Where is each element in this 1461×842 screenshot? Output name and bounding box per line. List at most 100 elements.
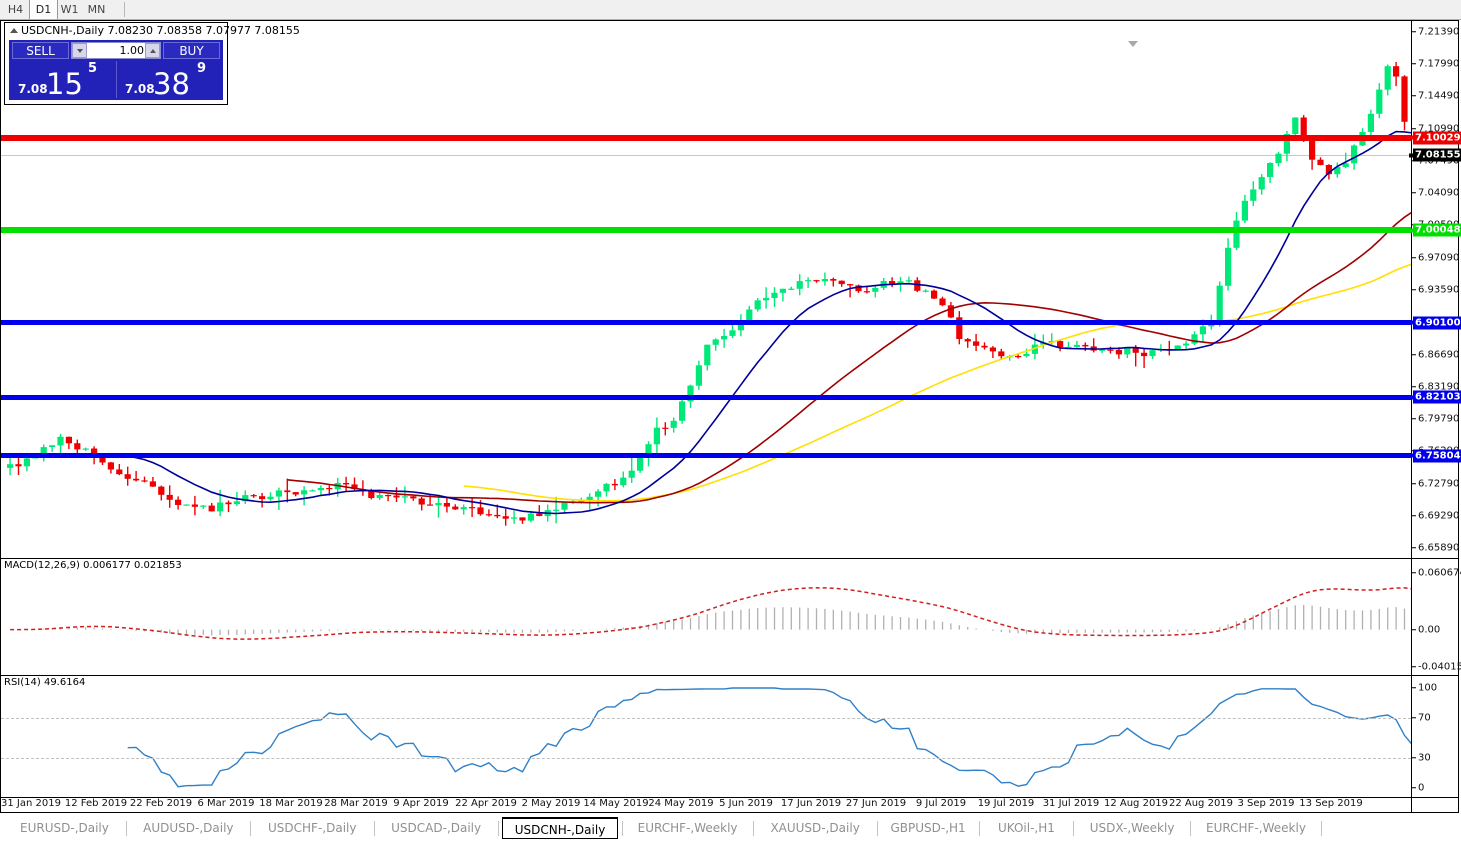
- buy-button[interactable]: BUY: [163, 42, 220, 59]
- date-axis: 31 Jan 2019 12 Feb 2019 22 Feb 2019 6 Mar 2…: [1, 798, 1411, 812]
- level-price-tag: 6.90100: [1409, 316, 1461, 330]
- price-tick: 7.10990: [1412, 123, 1459, 135]
- price-tick: 6.79790: [1412, 413, 1459, 425]
- price-tick: 7.21390: [1412, 26, 1459, 38]
- timeframe-bar: H4 D1 W1 MN: [0, 0, 1461, 20]
- chart-window: MACD(12,26,9) 0.006177 0.021853 RSI(14) …: [0, 20, 1461, 813]
- sell-price-prefix: 7.08: [18, 82, 48, 96]
- date-label: 9 Jul 2019: [915, 798, 967, 809]
- date-label: 9 Apr 2019: [393, 798, 449, 809]
- buy-price-big: 38: [153, 67, 190, 101]
- price-tick: 6.86690: [1412, 349, 1459, 361]
- chart-tab-xauusd-daily[interactable]: XAUUSD-,Daily: [770, 821, 860, 835]
- tab-divider: [978, 821, 980, 836]
- tab-divider: [876, 821, 878, 836]
- level-price-tag: 7.10029: [1409, 131, 1461, 145]
- timeframe-tab-h4[interactable]: H4: [7, 3, 24, 16]
- level-line-6.82103[interactable]: [1, 394, 1411, 400]
- date-label: 24 May 2019: [648, 798, 714, 809]
- chart-tab-usdcad-daily[interactable]: USDCAD-,Daily: [391, 821, 482, 835]
- level-line-6.90100[interactable]: [1, 320, 1411, 326]
- rsi-level-30: [1, 758, 1411, 759]
- tab-divider: [125, 821, 127, 836]
- chart-tab-ukoil-h1[interactable]: UKOil-,H1: [997, 821, 1055, 835]
- date-label: 19 Jul 2019: [977, 798, 1035, 809]
- chart-tab-gbpusd-h1[interactable]: GBPUSD-,H1: [890, 821, 966, 835]
- date-label: 2 May 2019: [521, 798, 581, 809]
- volume-decrement-button[interactable]: [72, 43, 87, 58]
- timeframe-tab-mn[interactable]: MN: [87, 3, 106, 16]
- date-label: 27 Jun 2019: [845, 798, 907, 809]
- chart-tab-usdchf-daily[interactable]: USDCHF-,Daily: [268, 821, 357, 835]
- price-tick: 6.93590: [1412, 285, 1459, 297]
- chart-tab-eurchf-weekly[interactable]: EURCHF-,Weekly: [1206, 821, 1306, 835]
- date-label: 5 Jun 2019: [719, 798, 773, 809]
- date-label: 31 Jan 2019: [1, 798, 61, 809]
- date-label: 31 Jul 2019: [1042, 798, 1100, 809]
- price-pane[interactable]: [1, 21, 1411, 559]
- macd-tick: 0.060674: [1412, 567, 1461, 579]
- toolbar-divider: [124, 2, 125, 17]
- sell-price-quote[interactable]: 7.08 15 5: [12, 61, 117, 101]
- price-scale[interactable]: 7.213907.179907.144907.109907.074907.040…: [1409, 21, 1461, 812]
- level-line-7.10029[interactable]: [1, 134, 1411, 141]
- chart-tab-audusd-daily[interactable]: AUDUSD-,Daily: [143, 821, 234, 835]
- date-label: 12 Aug 2019: [1103, 798, 1169, 809]
- price-scale-main: 7.213907.179907.144907.109907.074907.040…: [1409, 21, 1461, 559]
- chart-tab-bar: EURUSD-,Daily AUDUSD-,Daily USDCHF-,Daily U…: [0, 815, 1461, 842]
- macd-caption: MACD(12,26,9) 0.006177 0.021853: [4, 560, 182, 571]
- macd-tick: -0.040152: [1412, 661, 1461, 673]
- sell-button[interactable]: SELL: [12, 42, 69, 59]
- date-label: 3 Sep 2019: [1237, 798, 1295, 809]
- rsi-pane[interactable]: RSI(14) 49.6164: [1, 676, 1411, 798]
- tab-divider: [497, 821, 499, 836]
- timeframe-tab-w1[interactable]: W1: [60, 3, 79, 16]
- volume-increment-button[interactable]: [145, 43, 160, 58]
- chart-tab-usdcnh-daily[interactable]: USDCNH-,Daily: [501, 817, 619, 839]
- tab-divider: [1189, 821, 1191, 836]
- current-price-tag: 7.08155: [1409, 148, 1461, 162]
- price-scale-rsi: 100 70 30 0: [1412, 676, 1459, 798]
- rsi-series: [127, 687, 1411, 788]
- timeframe-tab-d1[interactable]: D1: [29, 0, 58, 19]
- date-label: 18 Mar 2019: [259, 798, 323, 809]
- volume-input[interactable]: 1.00: [71, 42, 161, 59]
- macd-pane[interactable]: MACD(12,26,9) 0.006177 0.021853: [1, 559, 1411, 676]
- rsi-caption: RSI(14) 49.6164: [4, 677, 86, 688]
- symbol-ohlc-label: USDCNH-,Daily 7.08230 7.08358 7.07977 7.…: [21, 24, 300, 37]
- date-label: 28 Mar 2019: [324, 798, 388, 809]
- price-scale-macd: 0.060674 0.00 -0.040152: [1412, 559, 1461, 676]
- chart-tab-eurchf-weekly[interactable]: EURCHF-,Weekly: [637, 821, 738, 835]
- buy-price-quote[interactable]: 7.08 38 9: [119, 61, 220, 101]
- price-tick: 7.17990: [1412, 58, 1459, 70]
- price-tick: 6.65890: [1412, 542, 1459, 554]
- level-line-7.00048[interactable]: [1, 227, 1411, 234]
- chevron-up-icon: [149, 48, 156, 53]
- rsi-tick: 0: [1412, 782, 1424, 794]
- macd-series: [10, 587, 1411, 640]
- chevron-down-icon: [76, 48, 83, 53]
- date-label: 22 Apr 2019: [455, 798, 517, 809]
- buy-price-fraction: 9: [197, 61, 207, 76]
- tab-divider: [373, 821, 375, 836]
- chart-tab-usdx-weekly[interactable]: USDX-,Weekly: [1089, 821, 1175, 835]
- date-label: 22 Aug 2019: [1168, 798, 1234, 809]
- collapse-triangle-icon[interactable]: [10, 28, 18, 33]
- level-line-6.75804[interactable]: [1, 453, 1411, 459]
- rsi-tick: 30: [1412, 752, 1431, 764]
- one-click-trading-panel[interactable]: USDCNH-,Daily 7.08230 7.08358 7.07977 7.…: [4, 22, 300, 105]
- rsi-level-70: [1, 718, 1411, 719]
- date-label: 12 Feb 2019: [64, 798, 128, 809]
- price-tick: 6.97090: [1412, 252, 1459, 264]
- trading-panel-body: SELL 1.00 BUY 7.08 15 5 7.08 38 9: [9, 40, 223, 100]
- chart-tab-eurusd-daily[interactable]: EURUSD-,Daily: [20, 821, 109, 835]
- buy-price-prefix: 7.08: [125, 82, 155, 96]
- tab-divider: [621, 821, 623, 836]
- date-label: 22 Feb 2019: [129, 798, 193, 809]
- sell-price-fraction: 5: [88, 61, 98, 76]
- current-price-line: [1, 155, 1411, 157]
- price-tick: 7.04090: [1412, 187, 1459, 199]
- level-price-tag: 6.75804: [1409, 449, 1461, 463]
- level-price-tag: 6.82103: [1409, 390, 1461, 404]
- sell-price-big: 15: [46, 67, 83, 101]
